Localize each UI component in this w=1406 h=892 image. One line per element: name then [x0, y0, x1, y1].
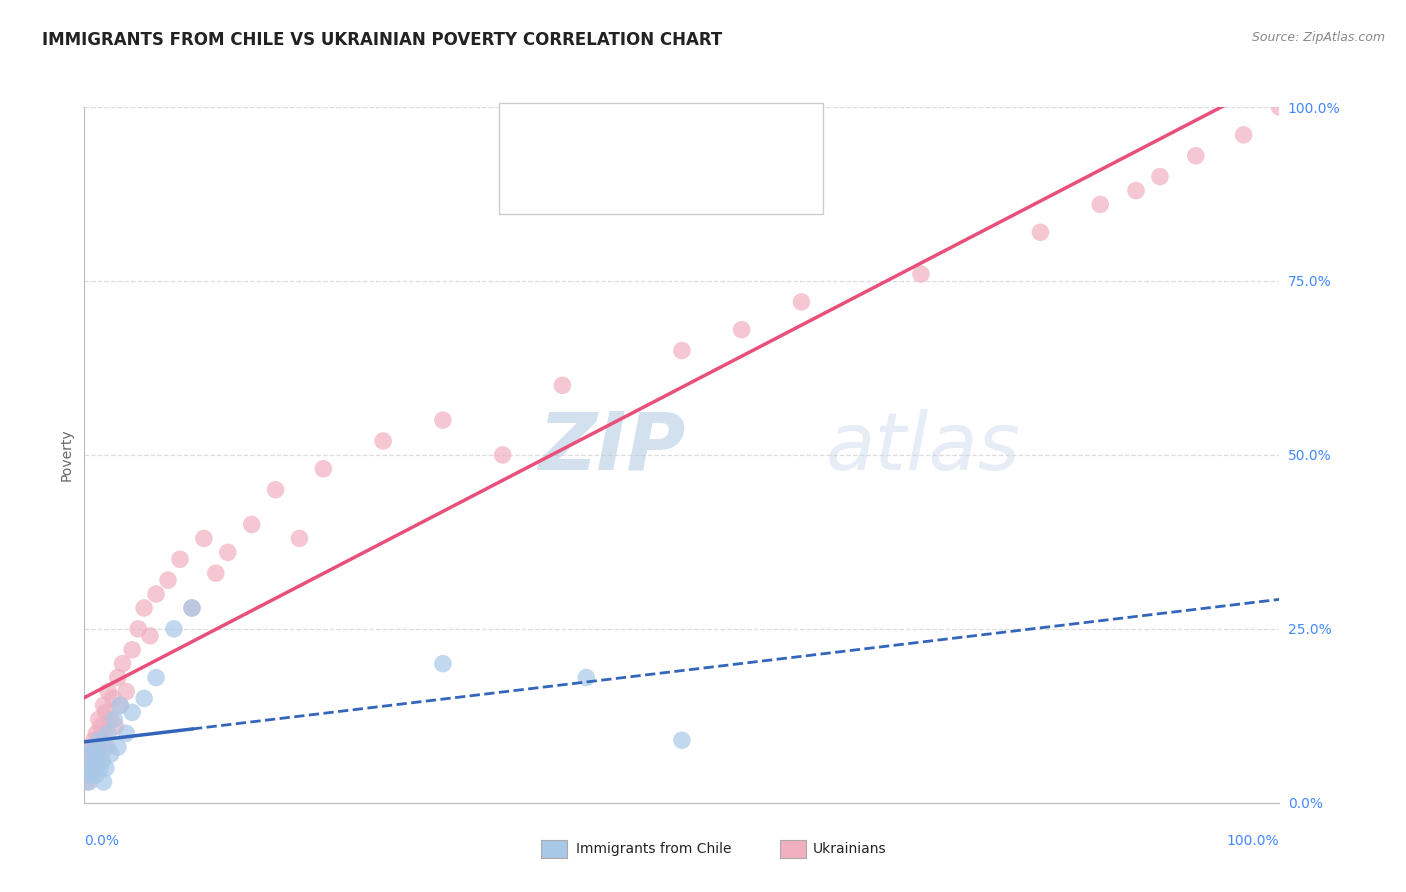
Point [551, 378, 574, 392]
Point [93, 775, 115, 789]
Point [1029, 225, 1052, 239]
Point [1268, 100, 1291, 114]
Point [107, 740, 129, 755]
Point [86, 747, 108, 761]
Point [77, 754, 100, 768]
Point [163, 622, 186, 636]
Point [93, 726, 115, 740]
Point [181, 601, 204, 615]
Point [87, 712, 110, 726]
Point [93, 698, 115, 713]
Point [115, 684, 138, 698]
Text: 0.0%: 0.0% [84, 834, 120, 848]
Point [79, 740, 101, 755]
Point [97, 726, 120, 740]
Point [432, 413, 454, 427]
Point [89, 747, 111, 761]
Y-axis label: Poverty: Poverty [59, 429, 73, 481]
Point [82, 747, 104, 761]
Point [100, 712, 122, 726]
Point [86, 740, 108, 755]
Point [97, 684, 120, 698]
Text: N = 56: N = 56 [689, 165, 751, 183]
Point [89, 761, 111, 775]
Point [91, 754, 114, 768]
Point [101, 691, 124, 706]
Point [84, 754, 107, 768]
Point [132, 601, 156, 615]
Point [86, 726, 108, 740]
Point [80, 768, 103, 782]
Point [76, 775, 98, 789]
Point [432, 657, 454, 671]
Point [671, 733, 693, 747]
Point [731, 323, 754, 337]
Point [84, 754, 107, 768]
Text: R =  0.178: R = 0.178 [555, 128, 644, 145]
Point [157, 573, 180, 587]
Point [312, 462, 335, 476]
Point [288, 532, 311, 546]
Point [1233, 128, 1256, 142]
Text: ZIP: ZIP [538, 409, 686, 487]
Point [373, 434, 395, 448]
Point [94, 761, 117, 775]
Point [104, 719, 127, 733]
Point [93, 740, 115, 755]
Point [205, 566, 228, 581]
Point [240, 517, 263, 532]
Point [1125, 184, 1147, 198]
Point [127, 622, 149, 636]
Point [110, 698, 132, 713]
Point [121, 642, 143, 657]
Point [910, 267, 932, 281]
Point [90, 719, 112, 733]
Point [145, 587, 167, 601]
Point [181, 601, 204, 615]
Point [76, 761, 98, 775]
Point [492, 448, 515, 462]
Point [1090, 197, 1112, 211]
Point [96, 740, 118, 755]
Point [193, 532, 215, 546]
Point [671, 343, 693, 358]
Text: Immigrants from Chile: Immigrants from Chile [576, 842, 733, 856]
Text: R = 0.845: R = 0.845 [555, 165, 638, 183]
Point [83, 733, 105, 747]
Text: IMMIGRANTS FROM CHILE VS UKRAINIAN POVERTY CORRELATION CHART: IMMIGRANTS FROM CHILE VS UKRAINIAN POVER… [42, 31, 723, 49]
Point [86, 768, 108, 782]
Point [1149, 169, 1171, 184]
Point [575, 671, 598, 685]
Text: atlas: atlas [825, 409, 1021, 487]
Point [121, 706, 143, 720]
Point [107, 671, 129, 685]
Point [91, 733, 114, 747]
Point [145, 671, 167, 685]
Point [110, 698, 132, 713]
Text: Source: ZipAtlas.com: Source: ZipAtlas.com [1251, 31, 1385, 45]
Point [87, 733, 110, 747]
Point [83, 761, 105, 775]
Point [790, 294, 813, 309]
Text: 100.0%: 100.0% [1227, 834, 1279, 848]
Point [115, 726, 138, 740]
Text: Ukrainians: Ukrainians [813, 842, 886, 856]
Point [77, 768, 100, 782]
Point [132, 691, 156, 706]
Point [79, 747, 101, 761]
Point [94, 706, 117, 720]
Point [169, 552, 191, 566]
Point [80, 761, 103, 775]
Text: N = 29: N = 29 [689, 128, 751, 145]
Point [139, 629, 162, 643]
Point [82, 740, 104, 755]
Point [1185, 149, 1208, 163]
Point [217, 545, 239, 559]
Point [111, 657, 134, 671]
Point [103, 712, 125, 726]
Point [77, 775, 100, 789]
Point [100, 747, 122, 761]
Point [264, 483, 287, 497]
